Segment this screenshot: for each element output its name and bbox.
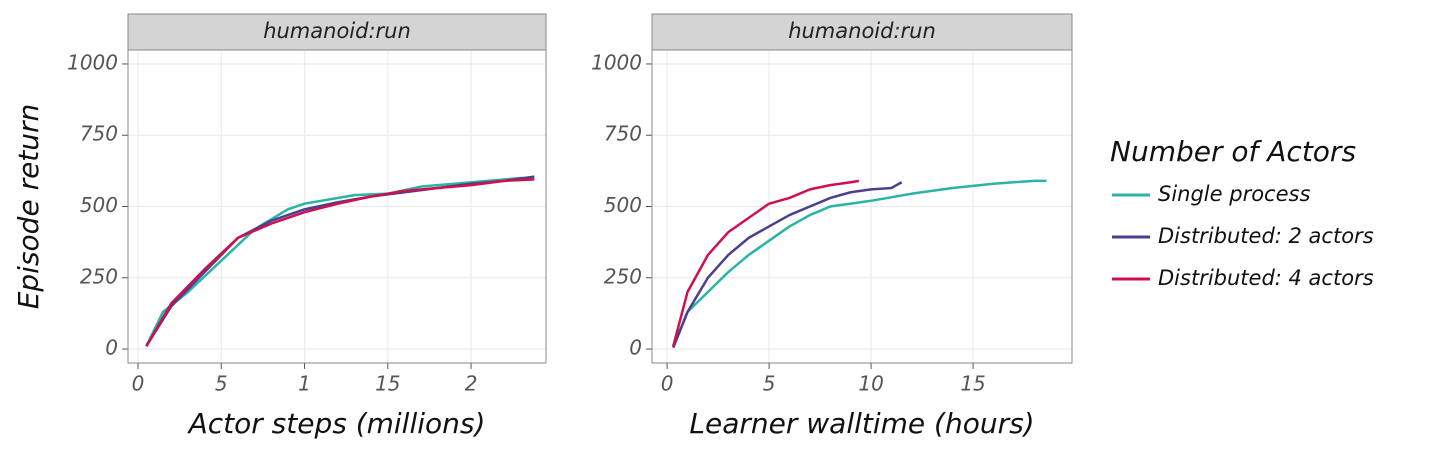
y-tick-label: 500	[80, 193, 118, 217]
strip-title: humanoid:run	[263, 19, 411, 43]
x-tick-label: 5	[763, 372, 776, 396]
y-tick-label: 0	[105, 336, 118, 360]
strip-title: humanoid:run	[788, 19, 936, 43]
legend-label: Distributed: 4 actors	[1158, 266, 1374, 290]
legend-label: Distributed: 2 actors	[1158, 224, 1374, 248]
series-line	[672, 181, 903, 349]
x-axis-title: Actor steps (millions)	[187, 407, 486, 440]
y-axis-title: Episode return	[12, 104, 45, 310]
series-line	[672, 179, 1047, 349]
x-tick-label: 2	[465, 372, 478, 396]
series-line	[145, 176, 535, 347]
y-tick-label: 1000	[591, 50, 642, 74]
y-tick-label: 750	[604, 122, 642, 146]
legend-title: Number of Actors	[1110, 135, 1356, 168]
y-tick-label: 250	[604, 264, 642, 288]
x-tick-label: 10	[858, 372, 883, 396]
legend-label: Single process	[1158, 182, 1310, 206]
x-tick-label: 0	[661, 372, 674, 396]
x-tick-label: 15	[375, 372, 400, 396]
y-tick-label: 0	[629, 336, 642, 360]
series-line	[145, 175, 535, 347]
x-axis-title: Learner walltime (hours)	[689, 407, 1034, 440]
strip	[127, 13, 547, 51]
x-tick-label: 0	[132, 372, 145, 396]
y-tick-label: 750	[80, 122, 118, 146]
x-tick-label: 15	[960, 372, 985, 396]
series-line	[145, 178, 535, 347]
x-tick-label: 5	[215, 372, 228, 396]
x-tick-label: 1	[298, 372, 311, 396]
series-line	[672, 179, 860, 347]
strip	[651, 13, 1073, 51]
y-tick-label: 250	[80, 264, 118, 288]
y-tick-label: 500	[604, 193, 642, 217]
y-tick-label: 1000	[67, 50, 118, 74]
